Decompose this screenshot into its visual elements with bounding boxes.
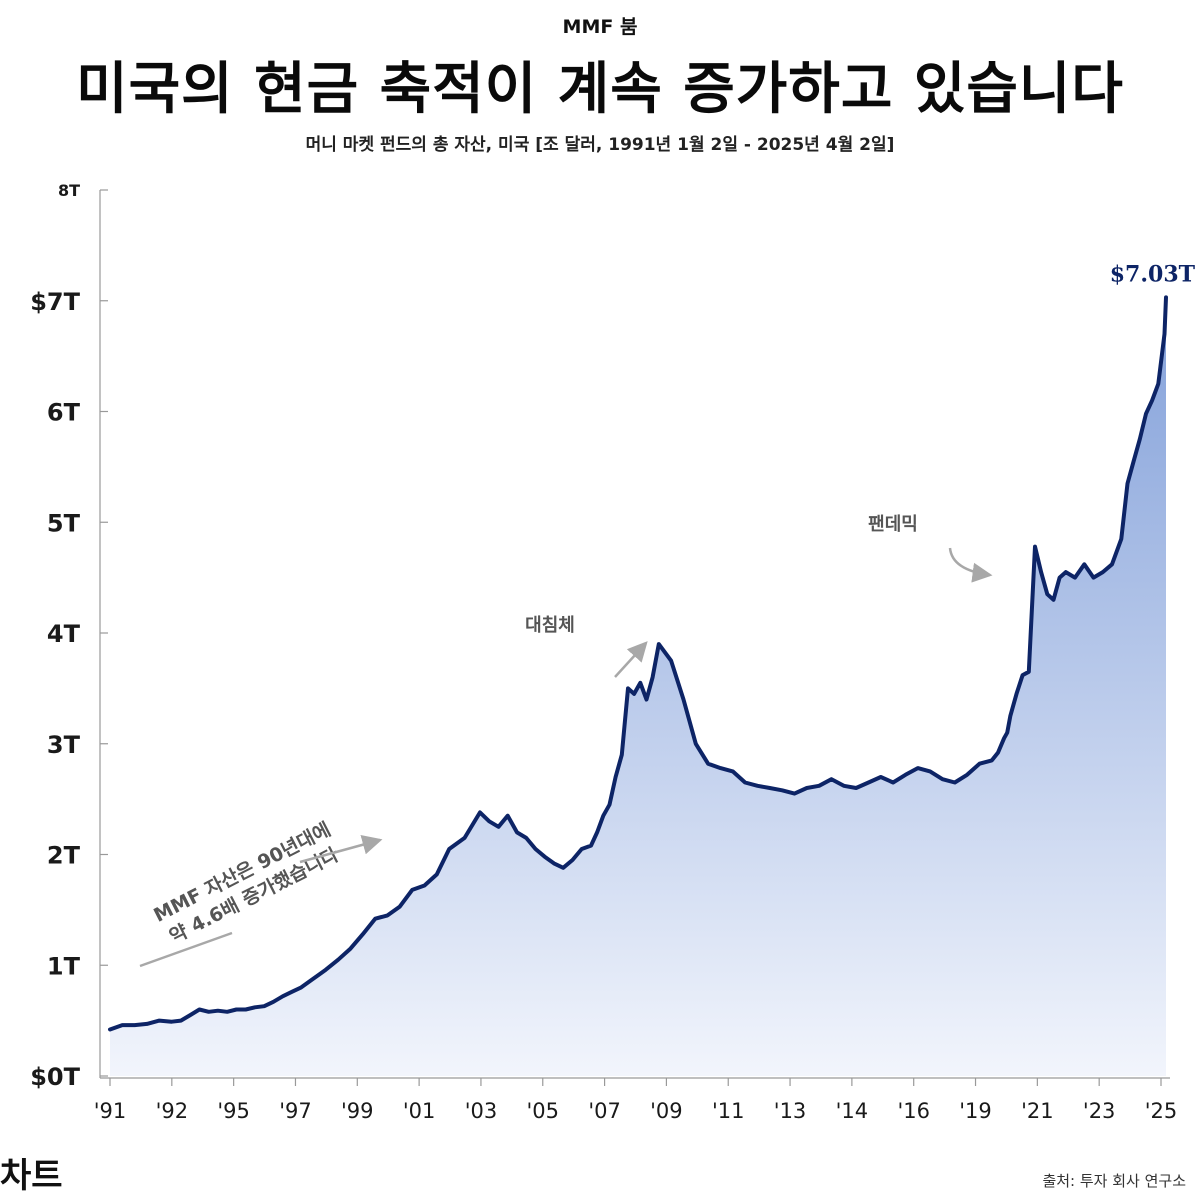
x-tick-label: '11 [712,1099,745,1123]
y-tick-label: 2T [47,842,81,870]
x-tick-label: '01 [403,1099,436,1123]
x-tick-label: '25 [1145,1099,1178,1123]
end-value-label: $7.03T [1110,261,1196,287]
x-tick-label: '99 [341,1099,374,1123]
brand-label: 차트 [0,1148,63,1197]
x-tick-label: '95 [217,1099,250,1123]
annotation-great-recession: 대침체 [525,615,575,636]
annotation-pandemic: 팬데믹 [868,514,918,535]
x-tick-label: '19 [959,1099,992,1123]
x-tick-label: '03 [465,1099,498,1123]
arrow-great-recession [615,643,646,677]
x-tick-label: '92 [156,1099,189,1123]
x-tick-label: '09 [650,1099,683,1123]
arrow-pandemic [950,548,990,575]
y-tick-label: $7T [30,288,80,316]
y-tick-label: 3T [47,731,81,759]
x-tick-label: '23 [1083,1099,1116,1123]
x-tick-label: '21 [1021,1099,1054,1123]
x-tick-label: '13 [774,1099,807,1123]
y-tick-label: 4T [47,620,81,648]
y-tick-label: 5T [47,509,81,537]
y-tick-label: 1T [47,952,81,980]
x-tick-label: '14 [836,1099,869,1123]
source-label: 출처: 투자 회사 연구소 [1042,1170,1186,1191]
y-tick-label: 6T [47,399,81,427]
y-tick-label: 8T [58,181,80,200]
x-tick-label: '05 [527,1099,560,1123]
y-tick-label: $0T [30,1063,80,1091]
x-tick-label: '16 [897,1099,930,1123]
x-tick-label: '07 [588,1099,621,1123]
x-tick-label: '91 [94,1099,127,1123]
x-tick-label: '97 [279,1099,312,1123]
